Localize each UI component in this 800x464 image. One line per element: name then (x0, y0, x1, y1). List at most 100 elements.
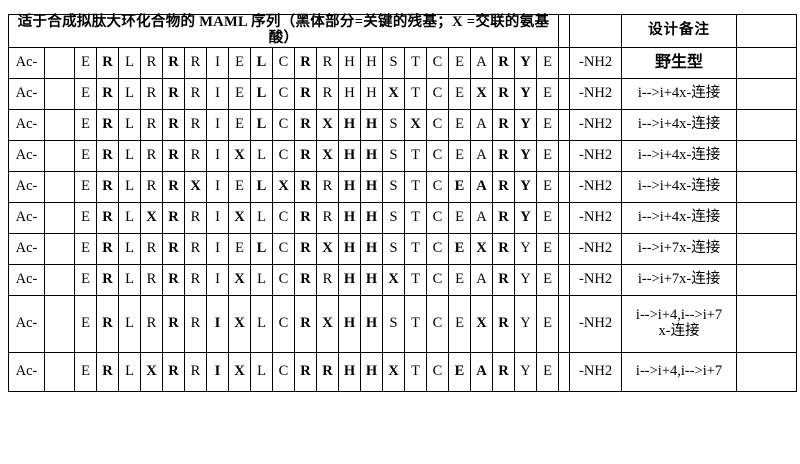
residue-cell: R (97, 171, 119, 202)
residue-cell: E (75, 47, 97, 78)
residue-cell: X (273, 171, 295, 202)
residue-cell: R (493, 202, 515, 233)
residue-cell: E (449, 264, 471, 295)
residue-cell: I (207, 140, 229, 171)
residue-cell: L (119, 233, 141, 264)
residue-cell: L (251, 202, 273, 233)
residue-cell: C (427, 352, 449, 391)
residue-cell: R (163, 202, 185, 233)
residue-cell: H (339, 47, 361, 78)
residue-cell: T (405, 202, 427, 233)
residue-cell: E (449, 352, 471, 391)
residue-cell: R (185, 47, 207, 78)
residue-cell: E (537, 140, 559, 171)
divider-cell (559, 78, 570, 109)
residue-cell: R (317, 202, 339, 233)
residue-cell: C (273, 352, 295, 391)
residue-cell: H (361, 47, 383, 78)
residue-cell: E (537, 264, 559, 295)
table-header-row: 适于合成拟肽大环化合物的 MAML 序列（黑体部分=关键的残基；X =交联的氨基… (9, 15, 797, 48)
residue-cell: R (295, 352, 317, 391)
divider-cell (559, 233, 570, 264)
residue-cell: I (207, 78, 229, 109)
residue-cell: R (295, 171, 317, 202)
residue-cell: E (75, 140, 97, 171)
table-row: Ac-ERLRRRIXLCRXHHSTCEXRYE-NH2i-->i+4,i--… (9, 295, 797, 352)
residue-cell: C (427, 264, 449, 295)
table-header-title: 适于合成拟肽大环化合物的 MAML 序列（黑体部分=关键的残基；X =交联的氨基… (9, 15, 559, 48)
residue-cell: R (317, 171, 339, 202)
residue-cell: R (493, 78, 515, 109)
residue-cell: R (163, 78, 185, 109)
residue-cell: X (229, 202, 251, 233)
c-terminus-cell: -NH2 (570, 202, 622, 233)
residue-cell: R (295, 233, 317, 264)
residue-cell: H (361, 109, 383, 140)
residue-cell: R (97, 47, 119, 78)
residue-cell: I (207, 109, 229, 140)
design-note-cell: i-->i+4x-连接 (622, 140, 737, 171)
residue-cell: R (295, 202, 317, 233)
residue-cell: H (339, 78, 361, 109)
residue-cell: C (273, 109, 295, 140)
n-terminus-cell: Ac- (9, 78, 45, 109)
residue-cell: H (339, 140, 361, 171)
residue-cell: R (295, 78, 317, 109)
residue-cell: R (163, 233, 185, 264)
residue-cell: L (251, 78, 273, 109)
residue-cell: H (339, 109, 361, 140)
residue-cell: A (471, 140, 493, 171)
residue-cell: R (163, 109, 185, 140)
residue-cell: L (119, 47, 141, 78)
table-body: 适于合成拟肽大环化合物的 MAML 序列（黑体部分=关键的残基；X =交联的氨基… (9, 15, 797, 392)
residue-cell: L (251, 140, 273, 171)
residue-cell: R (141, 264, 163, 295)
residue-cell: R (295, 47, 317, 78)
residue-cell: T (405, 171, 427, 202)
n-terminus-cell: Ac- (9, 109, 45, 140)
residue-cell: E (537, 47, 559, 78)
residue-cell: X (383, 78, 405, 109)
residue-cell: H (361, 233, 383, 264)
residue-cell: X (229, 352, 251, 391)
residue-cell: C (427, 171, 449, 202)
residue-cell: I (207, 47, 229, 78)
residue-cell: T (405, 78, 427, 109)
trailing-empty-cell (737, 202, 797, 233)
residue-cell: L (119, 78, 141, 109)
divider-cell (559, 264, 570, 295)
residue-cell: C (273, 264, 295, 295)
divider-cell (559, 352, 570, 391)
residue-cell: H (339, 202, 361, 233)
residue-cell: R (97, 352, 119, 391)
residue-cell: X (383, 264, 405, 295)
residue-cell: C (273, 233, 295, 264)
residue-cell: E (75, 171, 97, 202)
trailing-empty-cell (737, 47, 797, 78)
residue-cell: L (251, 171, 273, 202)
residue-cell: Y (515, 264, 537, 295)
divider-cell (559, 202, 570, 233)
residue-cell: X (317, 233, 339, 264)
residue-cell: E (449, 140, 471, 171)
c-terminus-cell: -NH2 (570, 295, 622, 352)
residue-cell: L (119, 264, 141, 295)
document-page: 适于合成拟肽大环化合物的 MAML 序列（黑体部分=关键的残基；X =交联的氨基… (0, 0, 800, 464)
residue-cell: H (361, 78, 383, 109)
residue-cell: I (207, 295, 229, 352)
residue-cell: H (339, 171, 361, 202)
spacer-cell (45, 264, 75, 295)
residue-cell: Y (515, 140, 537, 171)
residue-cell: E (229, 171, 251, 202)
residue-cell: S (383, 171, 405, 202)
residue-cell: E (75, 295, 97, 352)
table-row: Ac-ERLRRRIXLCRXHHSTCEARYE-NH2i-->i+4x-连接 (9, 140, 797, 171)
residue-cell: E (537, 109, 559, 140)
residue-cell: Y (515, 78, 537, 109)
residue-cell: L (119, 352, 141, 391)
residue-cell: R (163, 171, 185, 202)
residue-cell: R (97, 233, 119, 264)
design-note-cell: i-->i+7x-连接 (622, 264, 737, 295)
residue-cell: R (493, 295, 515, 352)
residue-cell: Y (515, 171, 537, 202)
